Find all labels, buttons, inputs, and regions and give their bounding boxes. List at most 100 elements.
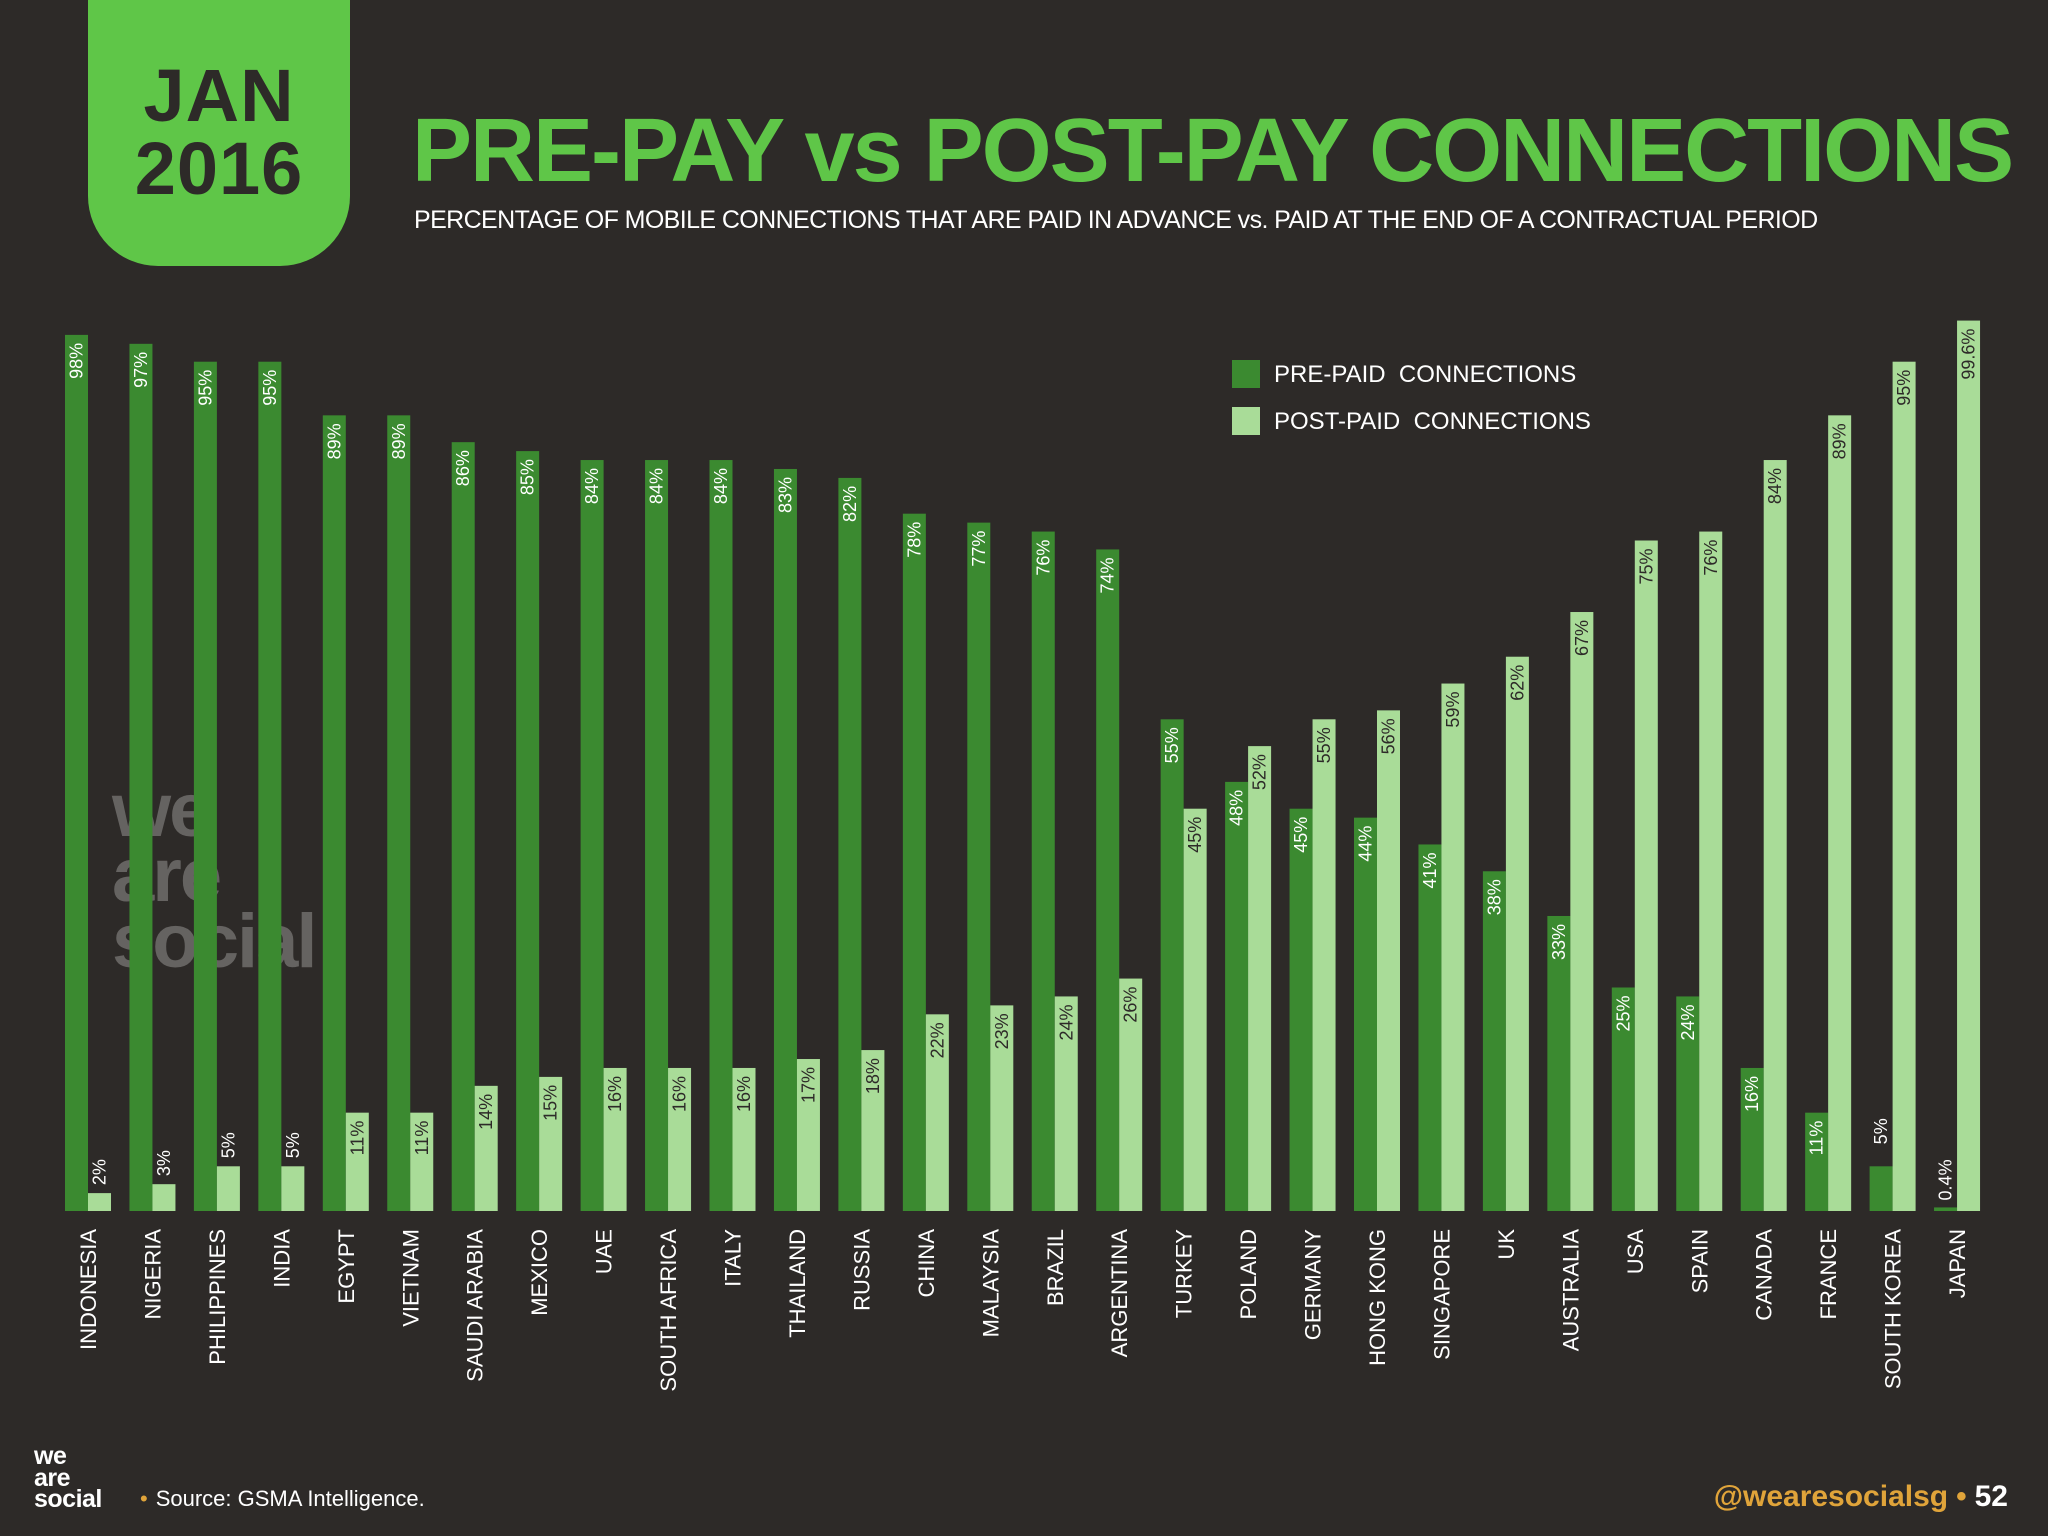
prepaid-bar: [1160, 719, 1184, 1211]
postpaid-value-label: 14%: [476, 1094, 496, 1130]
postpaid-value-label: 18%: [863, 1058, 883, 1094]
postpaid-value-label: 15%: [541, 1085, 561, 1121]
postpaid-value-label: 17%: [798, 1067, 818, 1103]
prepaid-bar: [451, 442, 475, 1211]
prepaid-bar: [1289, 808, 1313, 1211]
prepaid-bar: [129, 343, 153, 1211]
category-tick-label: AUSTRALIA: [1558, 1229, 1583, 1352]
prepaid-value-label: 74%: [1098, 557, 1118, 593]
footer-logo-line-1: we: [34, 1442, 67, 1470]
labels-group: 98% 2% INDONESIA 97% 3% NIGERIA 95% 5% PHILIPPIN…: [67, 329, 1979, 1392]
prepaid-bar: [1547, 915, 1571, 1211]
footer-logo-line-3: social: [34, 1485, 102, 1513]
postpaid-bar: [1570, 612, 1594, 1211]
category-tick-label: VIETNAM: [398, 1229, 423, 1327]
postpaid-bar: [152, 1184, 176, 1211]
category-tick-label: POLAND: [1236, 1229, 1261, 1319]
prepaid-value-label: 55%: [1162, 727, 1182, 763]
footer-logo: we are social: [34, 1442, 102, 1513]
postpaid-bar: [1892, 361, 1916, 1211]
prepaid-value-label: 38%: [1484, 879, 1504, 915]
legend-label-prepaid: PRE-PAID CONNECTIONS: [1274, 361, 1576, 388]
category-tick-label: BRAZIL: [1043, 1229, 1068, 1306]
prepaid-value-label: 89%: [389, 423, 409, 459]
prepaid-bar: [65, 334, 88, 1211]
category-tick-label: THAILAND: [785, 1229, 810, 1338]
postpaid-bar: [668, 1067, 692, 1211]
postpaid-bar: [410, 1112, 434, 1211]
prepaid-value-label: 84%: [582, 468, 602, 504]
prepaid-value-label: 77%: [969, 531, 989, 567]
category-tick-label: INDIA: [269, 1229, 294, 1288]
prepaid-value-label: 89%: [324, 423, 344, 459]
prepaid-bar: [709, 460, 733, 1211]
prepaid-value-label: 84%: [711, 468, 731, 504]
postpaid-value-label: 62%: [1507, 665, 1527, 701]
postpaid-bar: [281, 1166, 305, 1211]
postpaid-value-label: 3%: [154, 1150, 174, 1176]
postpaid-bar: [474, 1085, 498, 1211]
category-tick-label: MEXICO: [527, 1229, 552, 1316]
postpaid-value-label: 75%: [1636, 549, 1656, 585]
postpaid-bar: [216, 1166, 240, 1211]
prepaid-bar: [1676, 996, 1700, 1211]
prepaid-bar: [322, 415, 346, 1212]
postpaid-bar: [990, 1005, 1014, 1211]
prepaid-value-label: 25%: [1613, 996, 1633, 1032]
prepaid-value-label: 76%: [1033, 540, 1053, 576]
postpaid-value-label: 16%: [670, 1076, 690, 1112]
prepaid-value-label: 98%: [67, 343, 87, 379]
prepaid-bar: [773, 468, 797, 1212]
postpaid-bar: [925, 1014, 949, 1211]
prepaid-value-label: 16%: [1742, 1076, 1762, 1112]
badge-year: 2016: [134, 127, 304, 210]
postpaid-bar: [1054, 996, 1078, 1211]
postpaid-bar: [1441, 683, 1465, 1211]
postpaid-bar: [603, 1067, 627, 1211]
prepaid-value-label: 95%: [260, 370, 280, 406]
prepaid-value-label: 86%: [453, 450, 473, 486]
legend-swatch-postpaid: [1232, 407, 1260, 435]
category-tick-label: ARGENTINA: [1107, 1229, 1132, 1358]
postpaid-bar: [796, 1059, 820, 1211]
postpaid-value-label: 67%: [1572, 620, 1592, 656]
category-tick-label: JAPAN: [1945, 1229, 1970, 1298]
category-tick-label: GERMANY: [1301, 1229, 1326, 1341]
postpaid-value-label: 59%: [1443, 692, 1463, 728]
prepaid-value-label: 41%: [1420, 852, 1440, 888]
postpaid-value-label: 22%: [927, 1022, 947, 1058]
prepaid-bar: [1096, 549, 1120, 1211]
prepaid-bar: [1482, 871, 1506, 1211]
prepaid-bar: [645, 460, 669, 1211]
category-tick-label: CHINA: [914, 1229, 939, 1298]
prepaid-value-label: 48%: [1227, 790, 1247, 826]
category-tick-label: MALAYSIA: [978, 1229, 1003, 1338]
category-tick-label: NIGERIA: [140, 1229, 165, 1320]
category-tick-label: FRANCE: [1816, 1229, 1841, 1319]
postpaid-bar: [88, 1193, 111, 1211]
prepaid-value-label: 45%: [1291, 817, 1311, 853]
category-tick-label: SPAIN: [1687, 1229, 1712, 1293]
category-tick-label: RUSSIA: [849, 1229, 874, 1311]
category-tick-label: SOUTH KOREA: [1881, 1229, 1906, 1389]
prepaid-bar: [1740, 1067, 1764, 1211]
prepaid-value-label: 83%: [775, 477, 795, 513]
prepaid-value-label: 78%: [904, 522, 924, 558]
prepaid-bar: [838, 477, 862, 1211]
postpaid-value-label: 95%: [1894, 370, 1914, 406]
social-handle: @wearesocialsg: [1713, 1480, 1949, 1513]
date-badge: JAN 2016: [88, 0, 350, 266]
page-subtitle: PERCENTAGE OF MOBILE CONNECTIONS THAT AR…: [414, 206, 1818, 234]
prepaid-bar: [1611, 987, 1635, 1211]
prepaid-bar: [902, 513, 926, 1211]
postpaid-value-label: 16%: [734, 1076, 754, 1112]
postpaid-value-label: 5%: [218, 1132, 238, 1158]
postpaid-bar: [1957, 320, 1981, 1211]
prepaid-bar: [387, 415, 411, 1212]
category-tick-label: TURKEY: [1172, 1229, 1197, 1319]
postpaid-bar: [1248, 746, 1272, 1211]
postpaid-value-label: 52%: [1250, 754, 1270, 790]
prepaid-bar: [1225, 781, 1249, 1211]
page-number: 52: [1974, 1480, 2008, 1513]
